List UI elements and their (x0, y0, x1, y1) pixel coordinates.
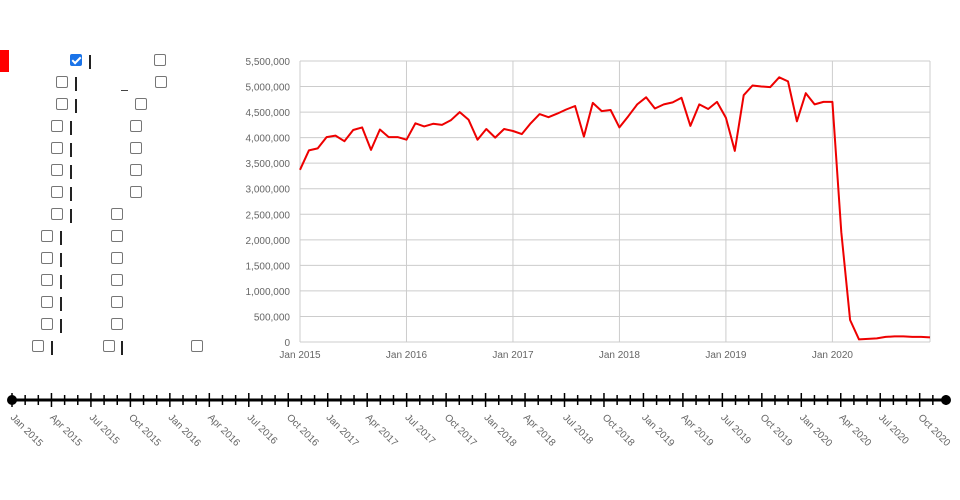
series-checkbox-a[interactable] (51, 208, 63, 220)
y-tick-label: 5,000,000 (246, 83, 291, 94)
row-marker (70, 165, 72, 179)
series-checkbox-b[interactable] (111, 252, 123, 264)
row-marker (70, 187, 72, 201)
line-chart: 0 500,000 1,000,000 1,500,000 2,000,000 2,500… (246, 57, 931, 360)
row-marker (51, 341, 53, 355)
timeline-label: Oct 2017 (442, 412, 479, 449)
row-marker (75, 99, 77, 113)
series-checkbox-b[interactable] (103, 340, 115, 352)
timeline-label: Jan 2019 (639, 412, 676, 449)
row-marker (121, 341, 123, 355)
timeline-label: Jul 2015 (87, 412, 122, 447)
y-tick-label: 4,500,000 (246, 108, 291, 119)
timeline-label: Apr 2015 (47, 412, 84, 449)
row-marker (70, 143, 72, 157)
timeline-label: Jul 2020 (876, 412, 911, 447)
series-checkbox-a[interactable] (41, 296, 53, 308)
y-tick-label: 1,000,000 (246, 287, 291, 298)
series-checkbox-a[interactable] (32, 340, 44, 352)
timeline-slider[interactable]: Jan 2015 Apr 2015 Jul 2015 Oct 2015 Jan 2016… (0, 360, 960, 500)
timeline-label: Jul 2019 (718, 412, 753, 447)
timeline-label: Jan 2015 (8, 412, 45, 449)
series-checkbox-a[interactable] (56, 76, 68, 88)
y-tick-label: 4,000,000 (246, 134, 291, 145)
row-marker (60, 297, 62, 311)
y-tick-label: 5,500,000 (246, 57, 291, 68)
timeline-label: Oct 2020 (916, 412, 953, 449)
y-tick-label: 3,500,000 (246, 159, 291, 170)
row-marker (60, 275, 62, 289)
series-line (299, 76, 931, 341)
series-checkbox-b[interactable] (155, 76, 167, 88)
timeline-label: Jul 2017 (403, 412, 438, 447)
row-marker (60, 319, 62, 333)
series-checkbox-b[interactable] (111, 296, 123, 308)
row-marker (60, 253, 62, 267)
series-checkbox-a[interactable] (51, 164, 63, 176)
series-checkbox-b[interactable] (130, 186, 142, 198)
series-checkbox-b[interactable] (111, 274, 123, 286)
series-checkbox-b[interactable] (111, 318, 123, 330)
dash-marker (121, 90, 128, 91)
series-checkbox-b[interactable] (111, 208, 123, 220)
timeline-label: Apr 2017 (363, 412, 400, 449)
selection-accent-marker (0, 50, 9, 72)
x-tick-label: Jan 2015 (279, 350, 321, 360)
row-marker (70, 209, 72, 223)
timeline-label: Jan 2016 (166, 412, 203, 449)
x-tick-label: Jan 2017 (492, 350, 534, 360)
timeline-label: Apr 2016 (205, 412, 242, 449)
y-tick-label: 500,000 (254, 312, 291, 323)
row-marker (75, 77, 77, 91)
series-checkbox-a[interactable] (41, 230, 53, 242)
x-tick-label: Jan 2019 (705, 350, 747, 360)
series-checkbox-a[interactable] (51, 142, 63, 154)
timeline-label: Jul 2016 (245, 412, 280, 447)
series-checkbox-b[interactable] (130, 164, 142, 176)
timeline-label: Oct 2015 (126, 412, 163, 449)
timeline-label: Oct 2016 (284, 412, 321, 449)
slider-end-handle[interactable] (941, 395, 951, 405)
timeline-label: Jan 2018 (481, 412, 518, 449)
y-tick-label: 2,000,000 (246, 236, 291, 247)
timeline-label: Jan 2017 (324, 412, 361, 449)
series-checkbox-a[interactable] (51, 120, 63, 132)
y-tick-label: 3,000,000 (246, 185, 291, 196)
row-marker (60, 231, 62, 245)
series-checkbox-a[interactable] (70, 54, 82, 66)
x-tick-label: Jan 2016 (386, 350, 428, 360)
y-tick-label: 0 (284, 338, 290, 349)
series-checkbox-b[interactable] (130, 142, 142, 154)
timeline-label: Apr 2018 (521, 412, 558, 449)
series-checkbox-b[interactable] (135, 98, 147, 110)
timeline-label: Oct 2018 (600, 412, 637, 449)
series-checkbox-b[interactable] (130, 120, 142, 132)
series-checkbox-a[interactable] (51, 186, 63, 198)
timeline-label: Oct 2019 (758, 412, 795, 449)
slider-start-handle[interactable] (7, 395, 17, 405)
series-checkbox-b[interactable] (111, 230, 123, 242)
timeline-label: Jan 2020 (797, 412, 834, 449)
series-checkbox-a[interactable] (41, 318, 53, 330)
series-checkbox-a[interactable] (41, 252, 53, 264)
timeline-label: Apr 2020 (837, 412, 874, 449)
row-marker (89, 55, 91, 69)
timeline-label: Apr 2019 (679, 412, 716, 449)
y-tick-label: 2,500,000 (246, 210, 291, 221)
row-marker (70, 121, 72, 135)
series-checkbox-c[interactable] (191, 340, 203, 352)
series-checkbox-a[interactable] (56, 98, 68, 110)
series-checkbox-a[interactable] (41, 274, 53, 286)
series-checkbox-b[interactable] (154, 54, 166, 66)
x-tick-label: Jan 2020 (812, 350, 854, 360)
timeline-label: Jul 2018 (560, 412, 595, 447)
y-tick-label: 1,500,000 (246, 261, 291, 272)
x-tick-label: Jan 2018 (599, 350, 641, 360)
